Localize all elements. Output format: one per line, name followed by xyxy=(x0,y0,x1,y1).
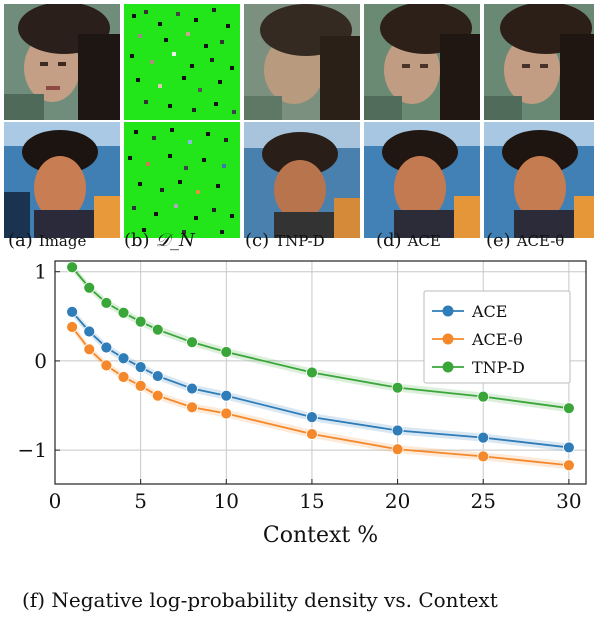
legend-swatch-marker xyxy=(442,361,454,373)
data-point xyxy=(186,382,198,395)
legend-label: ACE-θ xyxy=(471,330,523,349)
data-point xyxy=(151,389,164,402)
series-band xyxy=(72,263,569,413)
data-point xyxy=(83,281,96,294)
data-point xyxy=(117,371,130,383)
nll-context-chart: 0 5 10 15 20 25 30 −1 0 1 Context % ACE ACE-θ TNP-D xyxy=(18,260,587,548)
data-point xyxy=(186,401,198,414)
plot-frame xyxy=(54,260,587,485)
legend-label: TNP-D xyxy=(472,358,525,377)
image-tile-face2-tnpd xyxy=(244,122,360,238)
x-tick-label: 20 xyxy=(385,489,410,513)
data-point xyxy=(66,321,79,333)
data-point xyxy=(186,336,198,349)
data-point xyxy=(220,407,233,420)
data-point xyxy=(100,297,113,309)
data-point xyxy=(100,359,113,372)
figure-caption: (f) Negative log-probability density vs.… xyxy=(22,588,498,612)
context-mask-2 xyxy=(124,122,240,238)
x-axis-label: Context % xyxy=(263,523,378,548)
data-point xyxy=(306,366,318,379)
caption-tag: (b) xyxy=(124,230,150,251)
data-point xyxy=(134,315,147,328)
x-tick-label: 15 xyxy=(299,489,324,513)
x-tick-label: 30 xyxy=(556,489,581,513)
legend-label: ACE xyxy=(471,302,507,321)
data-point xyxy=(562,459,575,472)
data-point xyxy=(117,352,130,365)
data-point xyxy=(83,325,96,338)
caption-tag: (c) xyxy=(245,230,270,251)
data-point xyxy=(391,424,404,437)
data-point xyxy=(220,389,233,402)
caption-tag: (e) xyxy=(486,230,511,251)
image-tile-face2-ace-theta xyxy=(484,122,594,238)
caption-label: ACE-θ xyxy=(516,232,565,250)
y-tick-label: 1 xyxy=(34,260,47,284)
caption-ace-theta: (e) ACE-θ xyxy=(486,230,564,251)
data-point xyxy=(477,450,490,463)
y-tick-label: 0 xyxy=(34,349,47,373)
data-point xyxy=(151,323,164,336)
data-point xyxy=(306,411,318,424)
caption-label: 𝒟_N xyxy=(155,230,195,251)
image-tile-face1-original xyxy=(4,4,120,120)
data-point xyxy=(134,379,147,392)
y-tick-label: −1 xyxy=(18,438,47,462)
x-tick-label: 0 xyxy=(49,489,62,513)
data-point xyxy=(100,341,113,354)
image-grid xyxy=(0,0,594,240)
data-point xyxy=(66,261,79,274)
data-point xyxy=(562,402,575,415)
legend-box xyxy=(423,290,571,384)
image-tile-face1-ace xyxy=(364,4,480,120)
legend-swatch-marker xyxy=(442,333,454,345)
data-point xyxy=(66,305,79,318)
data-point xyxy=(391,443,404,456)
data-point xyxy=(220,346,233,358)
legend-swatch-marker xyxy=(442,305,454,317)
caption-tag: (a) xyxy=(8,230,33,251)
image-tile-face1-tnpd xyxy=(244,4,360,120)
image-tile-face2-context xyxy=(124,122,240,238)
caption-tag: (d) xyxy=(376,230,402,251)
data-point xyxy=(562,441,575,454)
data-point xyxy=(83,343,96,356)
caption-context-set: (b) 𝒟_N xyxy=(124,230,195,251)
caption-label: ACE xyxy=(407,232,441,250)
data-point xyxy=(151,370,164,382)
image-tile-face2-ace xyxy=(364,122,480,238)
caption-ace: (d) ACE xyxy=(376,230,441,251)
image-tile-face2-original xyxy=(4,122,120,238)
caption-image: (a) Image xyxy=(8,230,86,251)
caption-label: Image xyxy=(38,232,87,250)
caption-tnpd: (c) TNP-D xyxy=(245,230,325,251)
series-band xyxy=(72,307,569,452)
data-point xyxy=(117,306,130,319)
image-tile-face1-context xyxy=(124,4,240,120)
data-point xyxy=(134,361,147,374)
caption-label: TNP-D xyxy=(275,232,325,250)
data-point xyxy=(477,390,490,403)
context-mask-1 xyxy=(124,4,240,120)
data-point xyxy=(306,428,318,440)
data-point xyxy=(391,381,404,394)
image-tile-face1-ace-theta xyxy=(484,4,594,120)
x-tick-label: 10 xyxy=(214,489,239,513)
x-tick-label: 25 xyxy=(470,489,495,513)
data-point xyxy=(477,431,490,444)
x-tick-label: 5 xyxy=(134,489,147,513)
